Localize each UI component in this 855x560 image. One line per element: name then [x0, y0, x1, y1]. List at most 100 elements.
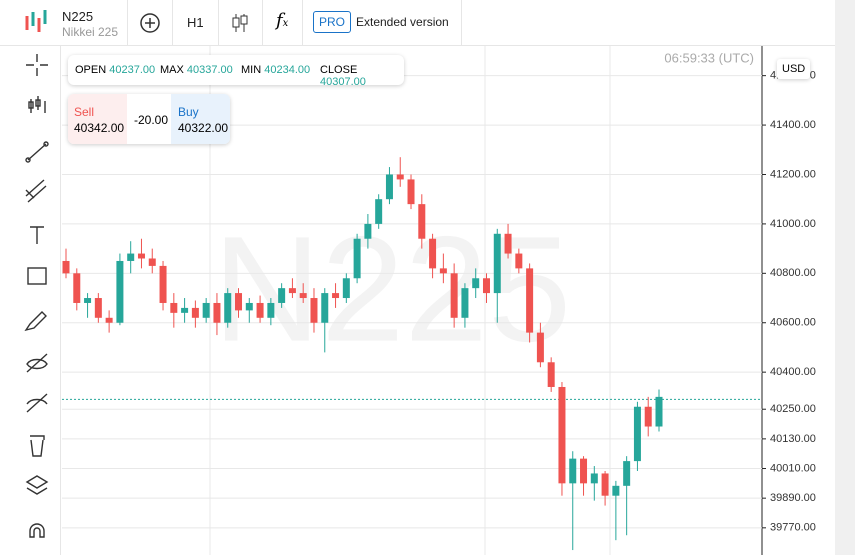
- indicators-button[interactable]: fx: [276, 10, 289, 31]
- candle-body: [342, 278, 350, 299]
- candle-body: [137, 253, 145, 259]
- candle-body: [170, 302, 178, 313]
- candle-body: [375, 199, 383, 224]
- buy-price: 40322.00: [178, 121, 229, 135]
- candle-body: [181, 307, 189, 313]
- y-tick-label: 39770.00: [770, 522, 816, 534]
- y-tick-label: 39890.00: [770, 492, 816, 504]
- y-tick-label: 40130.00: [770, 433, 816, 445]
- buy-label: Buy: [178, 105, 199, 119]
- watermark: N225: [213, 205, 572, 373]
- candle-body: [569, 458, 577, 484]
- candle-body: [332, 293, 340, 299]
- candle-body: [116, 260, 124, 323]
- candle-body: [278, 288, 286, 303]
- y-tick-label: 40250.00: [770, 403, 816, 415]
- candle-body: [213, 302, 221, 323]
- instrument-name: Nikkei 225: [62, 25, 119, 39]
- candle-body: [504, 233, 512, 254]
- sell-label: Sell: [74, 105, 95, 119]
- candle-body: [396, 174, 404, 180]
- candle-body: [321, 293, 329, 323]
- candle-body: [267, 302, 275, 318]
- clock: 06:59:33 (UTC): [664, 50, 754, 65]
- y-tick-label: 41400.00: [770, 119, 816, 131]
- logo: [25, 10, 47, 32]
- candle-body: [256, 302, 264, 318]
- ohlc-label: CLOSE: [320, 64, 358, 76]
- add-button[interactable]: [139, 12, 161, 34]
- currency[interactable]: USD: [777, 59, 811, 79]
- y-tick-label: 41000.00: [770, 218, 816, 230]
- candle-body: [590, 473, 598, 484]
- candle-body: [73, 273, 81, 303]
- pro-badge[interactable]: PRO: [313, 11, 352, 33]
- candle-body: [655, 396, 663, 427]
- candle-body: [461, 288, 469, 318]
- candle-body: [105, 317, 113, 323]
- candle-body: [310, 298, 318, 323]
- ohlc-value: 40337.00: [186, 64, 233, 76]
- candle-body: [450, 273, 458, 318]
- candle-body: [299, 293, 307, 299]
- y-tick-label: 40400.00: [770, 366, 816, 378]
- candle-body: [601, 473, 609, 496]
- y-tick-label: 40800.00: [770, 267, 816, 279]
- candle-body: [536, 332, 544, 363]
- y-tick-label: 40010.00: [770, 462, 816, 474]
- ohlc-value: 40237.00: [109, 64, 156, 76]
- y-tick-label: 40600.00: [770, 317, 816, 329]
- candle-body: [429, 238, 437, 269]
- top-bar: N225 Nikkei 225 H1 fx PRO Extended versi…: [0, 0, 835, 46]
- candle-body: [526, 268, 534, 333]
- candle-body: [224, 293, 232, 323]
- candle-body: [127, 253, 135, 261]
- candle-body: [580, 458, 588, 484]
- ohlc-label: OPEN: [75, 64, 107, 76]
- chart-type-button[interactable]: [231, 12, 249, 34]
- extended-version[interactable]: Extended version: [356, 15, 449, 29]
- candle-body: [623, 461, 631, 486]
- candle-body: [439, 268, 447, 274]
- candle-body: [202, 302, 210, 318]
- sell-button[interactable]: Sell 40342.00: [68, 94, 127, 144]
- candle-body: [94, 298, 102, 318]
- ohlc-label: MIN: [241, 64, 262, 76]
- candle-body: [84, 298, 92, 303]
- candle-body: [493, 233, 501, 294]
- ohlc-panel: OPEN 40237.00 MAX 40337.00 MIN 40234.00 …: [68, 55, 404, 88]
- candle-body: [159, 265, 167, 303]
- candle-body: [472, 278, 480, 289]
- sell-price: 40342.00: [74, 121, 125, 135]
- candle-body: [364, 223, 372, 239]
- candle-body: [288, 288, 296, 294]
- scrollbar[interactable]: [835, 0, 855, 555]
- tool-icons[interactable]: [0, 46, 60, 555]
- candle-body: [482, 278, 490, 294]
- timeframe[interactable]: H1: [187, 15, 204, 30]
- candle-body: [418, 204, 426, 239]
- candle-body: [191, 307, 199, 318]
- candle-body: [558, 386, 566, 484]
- y-tick-label: 41200.00: [770, 168, 816, 180]
- candle-body: [515, 253, 523, 269]
- candle-body: [547, 362, 555, 387]
- ohlc-value: 40307.00: [320, 76, 366, 88]
- candle-body: [612, 485, 620, 496]
- candle-body: [385, 174, 393, 200]
- ohlc-label: MAX: [160, 64, 184, 76]
- candle-body: [148, 258, 156, 266]
- candle-body: [633, 406, 641, 462]
- candle-body: [245, 302, 253, 311]
- buy-button[interactable]: Buy 40322.00: [171, 94, 230, 144]
- candle-body: [353, 238, 361, 279]
- trade-panel: Sell 40342.00 -20.00 Buy 40322.00: [68, 94, 230, 144]
- spread: -20.00: [134, 113, 169, 127]
- symbol: N225: [62, 9, 94, 24]
- candle-body: [235, 293, 243, 311]
- chart: N225 06:59:33 (UTC) 41600.0041400.004120…: [62, 46, 816, 555]
- candle-body: [644, 406, 652, 427]
- candle-body: [62, 260, 70, 274]
- drawing-toolbar: [0, 46, 61, 555]
